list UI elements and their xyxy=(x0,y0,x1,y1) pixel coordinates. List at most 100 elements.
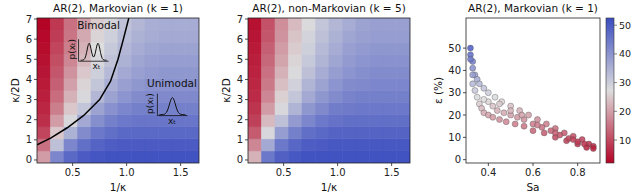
y-axis-label: ε (%) xyxy=(432,77,444,104)
y-tick-label: 2 xyxy=(26,114,32,125)
y-tick-label: 5 xyxy=(26,54,32,65)
scatter-point xyxy=(490,114,496,120)
heatmap-cell xyxy=(289,91,303,103)
heatmap-cell xyxy=(262,103,276,115)
heatmap-cell xyxy=(186,115,200,127)
heatmap-cell xyxy=(37,115,51,127)
y-tick xyxy=(34,39,37,40)
heatmap-cell xyxy=(356,66,370,78)
heatmap-cell xyxy=(397,66,411,78)
heatmap-cell xyxy=(275,42,289,54)
heatmap-cell xyxy=(78,78,92,90)
heatmap-cell xyxy=(262,66,276,78)
heatmap-cell xyxy=(172,127,186,139)
annotation-y-label: p(xₜ) xyxy=(145,93,155,114)
heatmap-cell xyxy=(356,78,370,90)
heatmap-cell xyxy=(132,151,146,163)
heatmap-cell xyxy=(159,103,173,115)
heatmap-cell xyxy=(275,66,289,78)
heatmap-cell xyxy=(370,18,384,30)
heatmap-cell xyxy=(186,91,200,103)
colorbar-tick-label: 20 xyxy=(619,106,631,117)
heatmap-cell xyxy=(91,115,105,127)
heatmap-cell xyxy=(383,42,397,54)
heatmap-cell xyxy=(132,18,146,30)
heatmap-cell xyxy=(262,151,276,163)
heatmap-cell xyxy=(248,103,262,115)
heatmap-cell xyxy=(397,91,411,103)
heatmap-cell xyxy=(370,66,384,78)
heatmap-cell xyxy=(329,30,343,42)
heatmap-cell xyxy=(302,66,316,78)
colorbar-tick xyxy=(614,140,617,141)
heatmap-cell xyxy=(105,115,119,127)
heatmap-cell xyxy=(132,54,146,66)
heatmap-cell xyxy=(186,18,200,30)
y-axis-label: κ/2D xyxy=(9,78,21,103)
y-tick xyxy=(463,70,466,71)
heatmap-cell xyxy=(275,103,289,115)
heatmap-cell xyxy=(383,139,397,151)
heatmap-cell xyxy=(78,127,92,139)
frame xyxy=(248,18,410,163)
y-tick-label: 2 xyxy=(237,114,243,125)
heatmap-cell xyxy=(132,115,146,127)
y-tick-label: 10 xyxy=(448,132,461,143)
heatmap-cell xyxy=(172,139,186,151)
x-tick xyxy=(337,163,338,166)
heatmap-cell xyxy=(132,78,146,90)
y-tick xyxy=(463,115,466,116)
x-tick xyxy=(391,163,392,166)
heatmap-cell xyxy=(302,18,316,30)
y-tick xyxy=(463,137,466,138)
y-tick-label: 4 xyxy=(237,74,243,85)
heatmap-cell xyxy=(132,103,146,115)
heatmap-cell xyxy=(105,91,119,103)
annotation-x-label: xₜ xyxy=(92,61,100,71)
heatmap-cell xyxy=(51,103,65,115)
frame xyxy=(466,18,600,163)
scatter-point xyxy=(501,110,507,116)
x-tick xyxy=(533,163,534,166)
heatmap-cell xyxy=(78,91,92,103)
heatmap-cell xyxy=(78,115,92,127)
heatmap-cell xyxy=(343,151,357,163)
heatmap-cell xyxy=(145,139,159,151)
heatmap-cell xyxy=(329,54,343,66)
heatmap-cell xyxy=(289,151,303,163)
heatmap-cell xyxy=(78,30,92,42)
heatmap-cell xyxy=(51,151,65,163)
heatmap-cell xyxy=(289,66,303,78)
y-tick-label: 40 xyxy=(448,65,461,76)
scatter-point xyxy=(476,81,482,87)
heatmap-cell xyxy=(383,127,397,139)
figure: 0.51.01.501234567AR(2), Markovian (k = 1… xyxy=(0,0,640,195)
scatter-point xyxy=(581,141,587,147)
colorbar-tick-label: 30 xyxy=(619,77,631,88)
heatmap-cell xyxy=(289,139,303,151)
scatter-point xyxy=(492,94,498,100)
heatmap-cell xyxy=(118,127,132,139)
y-tick-label: 7 xyxy=(237,14,243,25)
heatmap-cell xyxy=(91,30,105,42)
heatmap-cell xyxy=(302,139,316,151)
x-tick-label: 1.5 xyxy=(384,167,400,178)
y-tick xyxy=(463,48,466,49)
heatmap-cell xyxy=(329,78,343,90)
y-tick-label: 1 xyxy=(237,134,243,145)
heatmap-cell xyxy=(397,18,411,30)
heatmap-cell xyxy=(316,91,330,103)
heatmap-cell xyxy=(159,91,173,103)
heatmap-cell xyxy=(343,91,357,103)
heatmap-cell xyxy=(262,115,276,127)
heatmap-cell xyxy=(343,66,357,78)
heatmap-cell xyxy=(302,30,316,42)
heatmap-cell xyxy=(132,91,146,103)
heatmap-cell xyxy=(145,42,159,54)
heatmap-cell xyxy=(383,103,397,115)
heatmap-cell xyxy=(329,66,343,78)
heatmap-cell xyxy=(248,91,262,103)
y-tick xyxy=(245,139,248,140)
panel: 0.51.01.501234567AR(2), Markovian (k = 1… xyxy=(9,2,199,193)
y-tick xyxy=(34,99,37,100)
